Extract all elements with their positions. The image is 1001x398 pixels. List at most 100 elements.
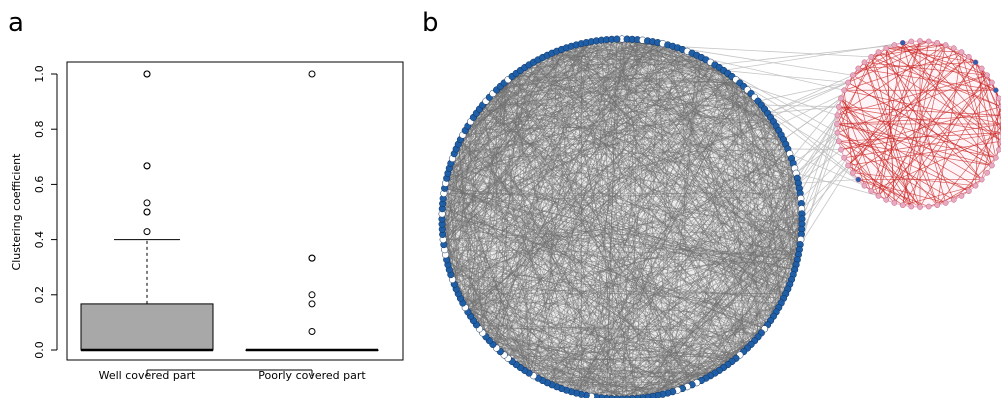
edge (489, 97, 801, 199)
edge (524, 364, 728, 371)
edge (770, 188, 800, 321)
edge (581, 43, 732, 77)
node (950, 196, 957, 203)
inter-edge (798, 179, 859, 184)
network-panel (438, 35, 1001, 398)
edge (465, 307, 567, 391)
node (917, 204, 923, 210)
edge (460, 139, 612, 398)
edge (503, 73, 729, 356)
node (965, 188, 972, 194)
inter-edge (723, 42, 903, 71)
edge (489, 67, 720, 98)
edge (836, 115, 1001, 125)
edge (520, 43, 663, 71)
edge (467, 125, 683, 389)
edge (894, 44, 988, 76)
node (934, 202, 941, 209)
edge (601, 40, 618, 398)
inter-edge (794, 115, 838, 169)
inter-edge (795, 140, 840, 174)
edge (496, 347, 626, 398)
edge (528, 59, 539, 374)
edge (500, 279, 792, 352)
inter-edge (801, 165, 849, 220)
edge (836, 123, 992, 166)
edge (566, 208, 802, 391)
edge (878, 40, 921, 196)
edge (581, 384, 693, 395)
edge (442, 47, 567, 235)
node (838, 95, 844, 102)
node (925, 203, 932, 210)
y-tick-label: 0.0 (33, 341, 46, 359)
edge (838, 140, 946, 204)
edge (479, 73, 728, 110)
edge (473, 320, 632, 398)
edge (460, 139, 797, 266)
node (883, 196, 890, 203)
edge (449, 249, 800, 271)
node (958, 49, 965, 55)
edge (727, 73, 802, 240)
edge (886, 47, 976, 63)
node (855, 65, 862, 72)
node (899, 39, 906, 46)
node (618, 395, 626, 398)
edge (546, 51, 557, 383)
edge (446, 178, 688, 387)
node (623, 395, 631, 398)
edge (524, 121, 774, 371)
edge (465, 307, 587, 396)
edge (902, 75, 988, 206)
edge (520, 70, 771, 118)
node (838, 146, 844, 153)
boxplot-panel: 0.0 0.2 0.4 0.6 0.8 1.0 Clustering coefficient… (10, 61, 404, 382)
edge (617, 223, 803, 398)
node (992, 154, 999, 161)
edge (482, 218, 803, 334)
edge (843, 56, 970, 159)
edge (446, 104, 483, 260)
edge (885, 48, 895, 203)
edge (470, 121, 782, 304)
edge (747, 89, 802, 230)
node (925, 38, 932, 45)
edge (450, 274, 653, 397)
edge (511, 139, 784, 362)
outlier-point (143, 228, 151, 236)
edge (516, 73, 782, 136)
edge (840, 98, 938, 206)
edge (445, 254, 693, 386)
edge (750, 148, 789, 345)
edge (858, 61, 976, 69)
edge (452, 279, 683, 389)
cluster-poorly-covered-edges (836, 40, 1001, 208)
edge (981, 68, 1000, 150)
edge (687, 51, 748, 349)
edge (453, 51, 557, 285)
edge (894, 75, 988, 204)
edge (460, 139, 683, 389)
y-tick-label: 1.0 (33, 65, 46, 83)
inter-edge (798, 115, 838, 184)
edge (447, 182, 799, 266)
edge (444, 43, 663, 189)
edge (878, 62, 976, 197)
node (834, 112, 841, 119)
edge (837, 44, 946, 116)
edge (596, 40, 674, 392)
edge (667, 340, 755, 394)
edge (618, 340, 755, 398)
edge (479, 324, 768, 330)
edge (462, 64, 716, 304)
edge (714, 64, 800, 189)
edge (561, 42, 587, 389)
edge (447, 173, 597, 398)
edge (657, 42, 771, 321)
edge (444, 249, 494, 345)
edge (499, 86, 562, 389)
inter-edge (739, 82, 840, 142)
edge (441, 223, 759, 338)
edge (512, 76, 740, 84)
